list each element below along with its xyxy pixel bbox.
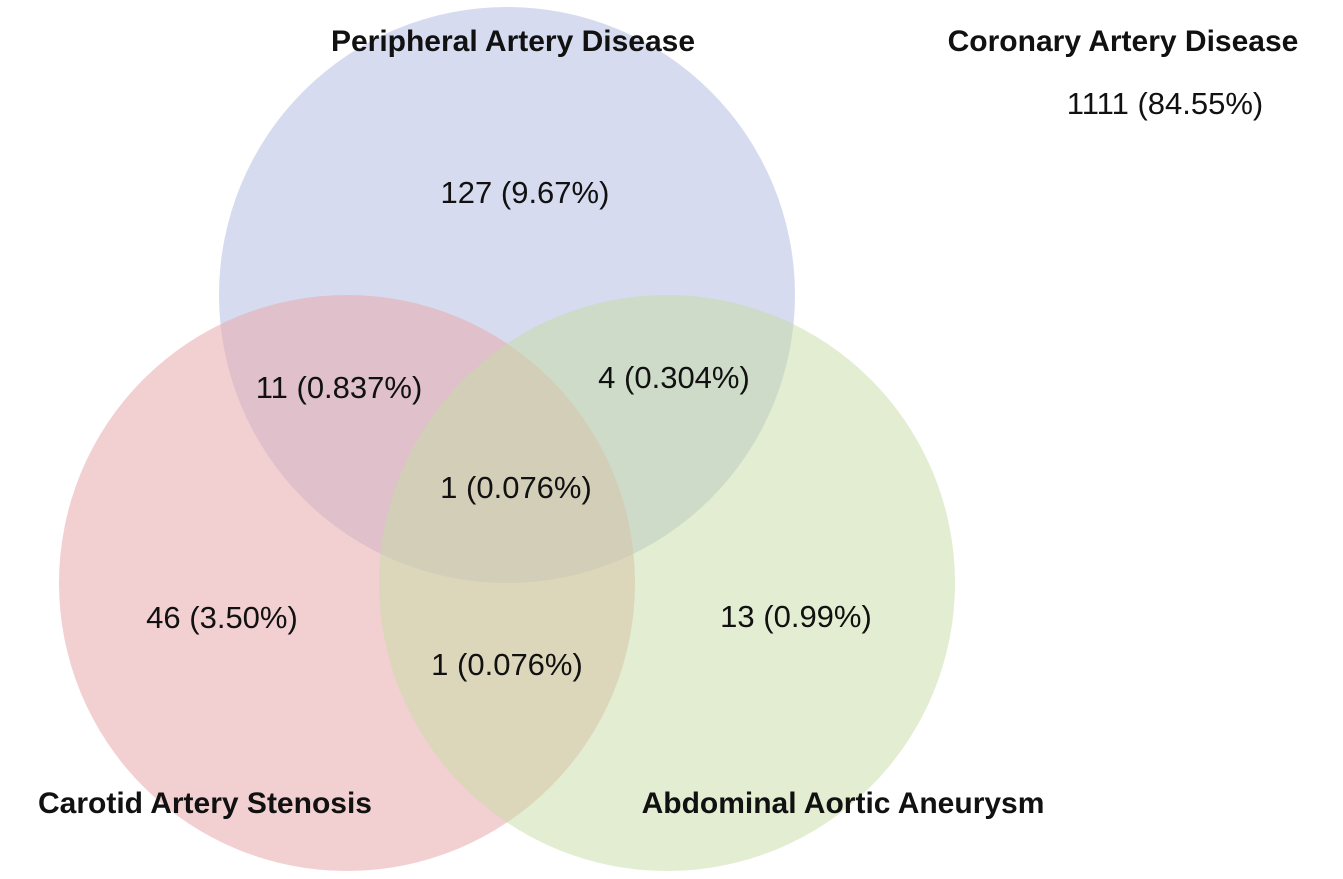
region-label: 1 (0.076%) xyxy=(440,470,592,505)
region-label: 46 (3.50%) xyxy=(146,600,298,635)
set-label: Peripheral Artery Disease xyxy=(331,25,695,58)
set-label: Coronary Artery Disease xyxy=(948,25,1299,58)
region-label: 127 (9.67%) xyxy=(441,175,610,210)
region-label: 13 (0.99%) xyxy=(720,599,872,634)
set-label: Abdominal Aortic Aneurysm xyxy=(642,787,1045,820)
region-label: 11 (0.837%) xyxy=(256,370,423,405)
region-label: 4 (0.304%) xyxy=(598,360,750,395)
region-label: 1 (0.076%) xyxy=(431,647,583,682)
set-count: 1111 (84.55%) xyxy=(1067,86,1263,121)
set-label: Carotid Artery Stenosis xyxy=(38,787,372,820)
set-circle xyxy=(379,295,955,871)
